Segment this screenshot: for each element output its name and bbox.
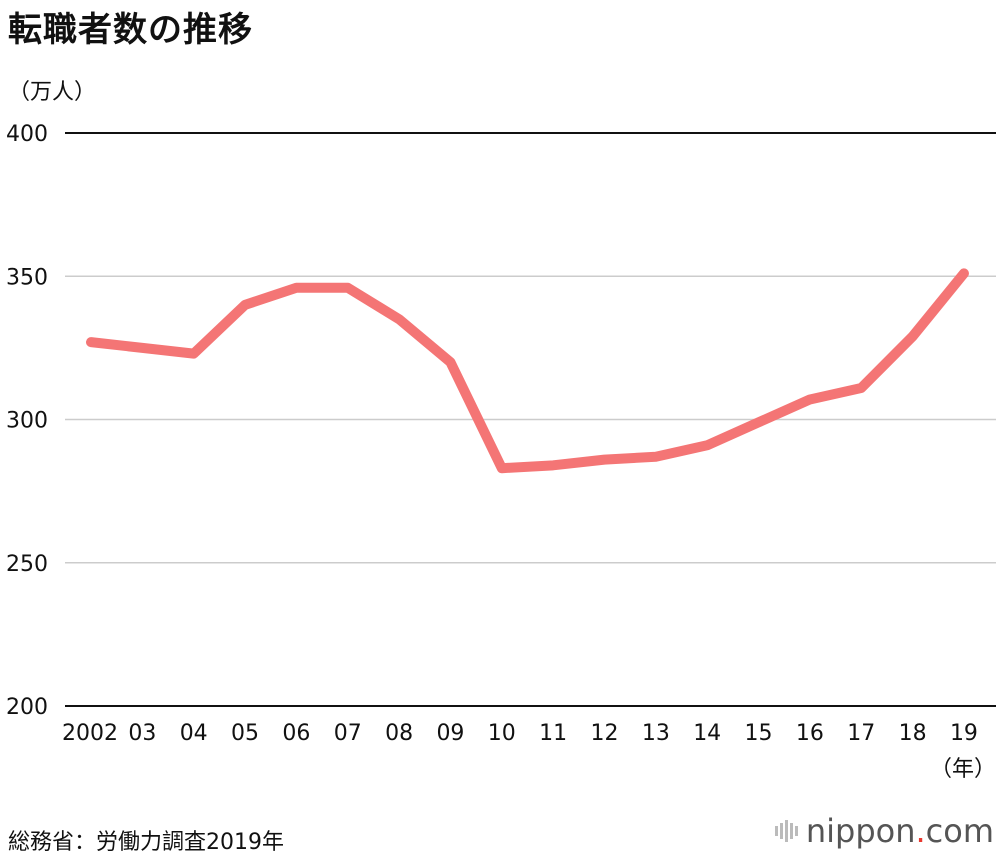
- x-tick-label: 06: [282, 721, 310, 746]
- chart-title: 転職者数の推移: [8, 10, 253, 50]
- nippon-logo[interactable]: nippon. com: [774, 812, 994, 850]
- y-tick-label: 350: [6, 265, 48, 290]
- x-tick-label: 08: [385, 721, 413, 746]
- x-tick-label: 10: [488, 721, 516, 746]
- x-tick-label: 18: [899, 721, 927, 746]
- x-tick-label: 13: [642, 721, 670, 746]
- x-tick-label: 14: [693, 721, 721, 746]
- source-note: 総務省：労働力調査2019年: [8, 830, 284, 855]
- logo-tld: com: [925, 812, 994, 850]
- y-tick-label: 400: [6, 122, 48, 147]
- logo-dot: .: [915, 812, 926, 850]
- x-tick-label: 15: [745, 721, 773, 746]
- logo-bars-icon: [774, 820, 798, 842]
- x-tick-label: 12: [591, 721, 619, 746]
- x-tick-label: 04: [180, 721, 208, 746]
- x-tick-label: 07: [334, 721, 362, 746]
- x-tick-label: 05: [231, 721, 259, 746]
- y-tick-label: 200: [6, 695, 48, 720]
- x-tick-label: 03: [128, 721, 156, 746]
- x-tick-label: 16: [796, 721, 824, 746]
- x-tick-label: 17: [847, 721, 875, 746]
- y-tick-label: 300: [6, 409, 48, 434]
- x-tick-label: 09: [436, 721, 464, 746]
- x-tick-label: 19: [950, 721, 978, 746]
- x-axis-unit-label: （年）: [930, 757, 996, 782]
- y-axis-unit-label: （万人）: [8, 80, 97, 105]
- y-tick-label: 250: [6, 552, 48, 577]
- logo-name: nippon: [805, 812, 916, 850]
- series-line: [86, 268, 969, 474]
- x-tick-label: 11: [539, 721, 567, 746]
- x-tick-label: 2002: [62, 721, 118, 746]
